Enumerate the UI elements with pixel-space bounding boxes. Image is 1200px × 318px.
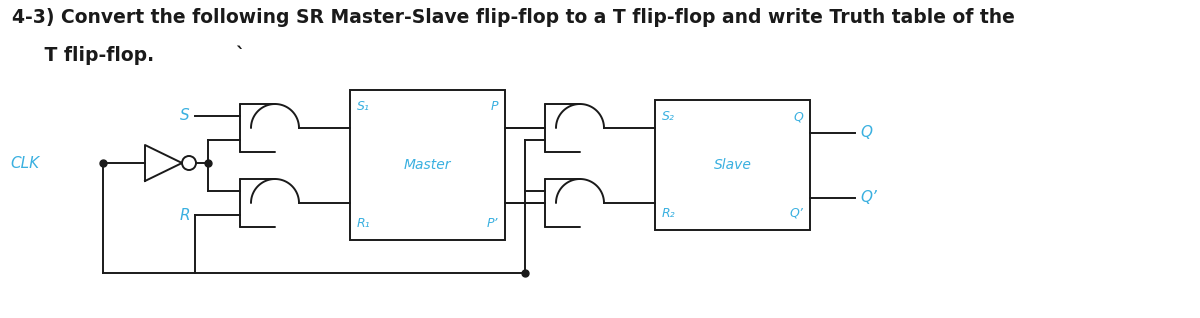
Bar bbox=[655, 100, 810, 230]
Bar bbox=[350, 90, 505, 240]
Text: CLK: CLK bbox=[10, 156, 40, 170]
Text: R₁: R₁ bbox=[358, 217, 371, 230]
Text: P’: P’ bbox=[486, 217, 498, 230]
Text: P: P bbox=[491, 100, 498, 113]
Text: `: ` bbox=[235, 46, 245, 65]
Text: Q’: Q’ bbox=[790, 207, 803, 220]
Text: Slave: Slave bbox=[714, 158, 751, 172]
Text: 4-3) Convert the following SR Master-Slave flip-flop to a T flip-flop and write : 4-3) Convert the following SR Master-Sla… bbox=[12, 8, 1015, 27]
Text: R: R bbox=[179, 208, 190, 223]
Text: R₂: R₂ bbox=[662, 207, 676, 220]
Text: S₂: S₂ bbox=[662, 110, 674, 123]
Text: Q: Q bbox=[860, 125, 872, 140]
Text: T flip-flop.: T flip-flop. bbox=[12, 46, 154, 65]
Text: Q: Q bbox=[793, 110, 803, 123]
Text: S₁: S₁ bbox=[358, 100, 370, 113]
Text: Master: Master bbox=[403, 158, 451, 172]
Text: S: S bbox=[180, 108, 190, 123]
Text: Q’: Q’ bbox=[860, 190, 877, 205]
